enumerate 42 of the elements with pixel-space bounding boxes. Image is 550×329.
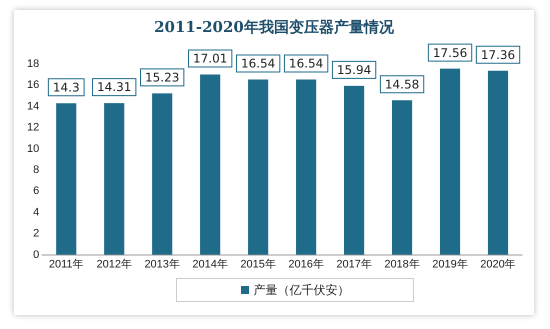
x-tick-label: 2019年 — [432, 258, 468, 270]
x-tick-label: 2015年 — [240, 258, 276, 270]
data-label: 16.54 — [288, 56, 324, 71]
y-tick-label: 14 — [26, 100, 40, 112]
bar — [392, 100, 412, 255]
x-tick-label: 2014年 — [192, 258, 228, 270]
y-tick-label: 12 — [26, 122, 40, 134]
bar — [56, 103, 76, 255]
y-tick-label: 18 — [26, 58, 40, 70]
y-tick-label: 0 — [33, 248, 40, 261]
x-tick-label: 2013年 — [144, 258, 180, 270]
data-label: 16.54 — [240, 56, 276, 71]
data-label: 14.31 — [97, 80, 132, 94]
y-tick-label: 8 — [33, 164, 40, 176]
x-tick-label: 2012年 — [96, 258, 132, 270]
data-label: 14.3 — [52, 80, 80, 94]
x-tick-label: 2020年 — [480, 258, 516, 270]
y-tick-label: 6 — [33, 185, 40, 198]
bar — [344, 86, 364, 255]
data-label: 17.01 — [192, 52, 228, 66]
data-label: 15.94 — [336, 62, 372, 77]
legend-label: 产量（亿千伏安） — [254, 282, 350, 298]
data-label: 15.23 — [144, 70, 180, 84]
bar — [296, 79, 316, 255]
bar — [488, 70, 508, 255]
data-label: 17.56 — [432, 46, 468, 60]
bar — [248, 79, 268, 255]
bar — [104, 103, 124, 255]
y-tick-label: 2 — [33, 228, 40, 240]
bar — [440, 68, 460, 255]
y-tick-label: 4 — [33, 206, 40, 218]
x-tick-label: 2017年 — [336, 258, 372, 270]
x-tick-label: 2011年 — [48, 258, 84, 270]
chart-title: 2011-2020年我国变压器产量情况 — [153, 18, 395, 37]
bar — [200, 74, 220, 255]
bar — [152, 93, 172, 255]
y-tick-label: 10 — [26, 142, 40, 155]
y-tick-label: 16 — [26, 79, 40, 92]
data-label: 14.58 — [384, 77, 420, 92]
x-tick-label: 2018年 — [384, 258, 420, 270]
x-tick-label: 2016年 — [288, 258, 324, 270]
data-label: 17.36 — [480, 48, 516, 62]
